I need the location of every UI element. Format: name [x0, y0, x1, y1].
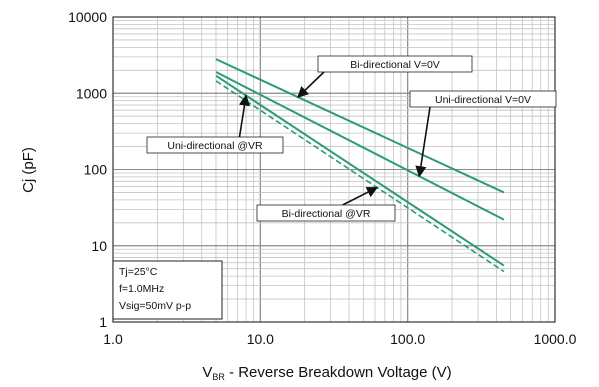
annotation-label: Uni-directional V=0V	[435, 94, 531, 106]
annotation-box	[146, 136, 284, 154]
annotation-arrow	[342, 186, 379, 206]
y-tick-label: 10000	[68, 9, 107, 25]
annotations: Bi-directional V=0V Uni-directional V=0V U…	[146, 55, 557, 222]
condition-frequency: f=1.0MHz	[119, 283, 164, 295]
annotation-label: Bi-directional @VR	[282, 208, 371, 220]
condition-temperature: Tj=25°C	[119, 266, 158, 278]
annotation-box	[317, 55, 473, 73]
x-tick-label: 1000.0	[534, 331, 577, 347]
annotation-arrow	[415, 106, 431, 178]
y-tick-label: 10	[91, 238, 107, 254]
y-tick-label: 100	[84, 162, 108, 178]
annotation-arrow	[238, 94, 251, 138]
y-tick-label: 1000	[76, 85, 107, 101]
plot-frame	[112, 16, 556, 323]
annotation-3: Bi-directional @VR	[256, 186, 396, 222]
annotation-label: Uni-directional @VR	[167, 140, 263, 152]
y-axis-label: Cj (pF)	[20, 147, 37, 193]
y-tick-label: 1	[99, 314, 107, 330]
annotation-box	[256, 204, 396, 222]
annotation-0: Bi-directional V=0V	[297, 55, 473, 98]
conditions-box: Tj=25°C f=1.0MHz Vsig=50mV p-p	[112, 260, 223, 320]
series-line-0	[215, 58, 505, 194]
annotation-box	[409, 90, 557, 108]
x-tick-label: 1.0	[103, 331, 123, 347]
x-axis-label: VBR - Reverse Breakdown Voltage (V)	[202, 364, 451, 382]
annotation-1: Uni-directional V=0V	[409, 90, 557, 178]
annotation-arrow	[297, 71, 325, 98]
y-tick-labels: 1 10 100 1000 10000	[68, 9, 107, 330]
series-group	[215, 58, 505, 273]
series-line-3	[215, 80, 505, 273]
series-line-1	[215, 71, 505, 221]
x-tick-label: 100.0	[390, 331, 425, 347]
x-axis-label-main: V	[202, 364, 212, 381]
x-axis-label-subscript: BR	[212, 372, 225, 382]
annotation-label: Bi-directional V=0V	[350, 59, 440, 71]
x-tick-label: 10.0	[247, 331, 274, 347]
x-tick-labels: 1.0 10.0 100.0 1000.0	[103, 331, 576, 347]
x-axis-label-rest: - Reverse Breakdown Voltage (V)	[225, 364, 452, 381]
condition-signal: Vsig=50mV p-p	[119, 300, 191, 312]
series-line-2	[215, 74, 505, 267]
annotation-2: Uni-directional @VR	[146, 94, 284, 154]
